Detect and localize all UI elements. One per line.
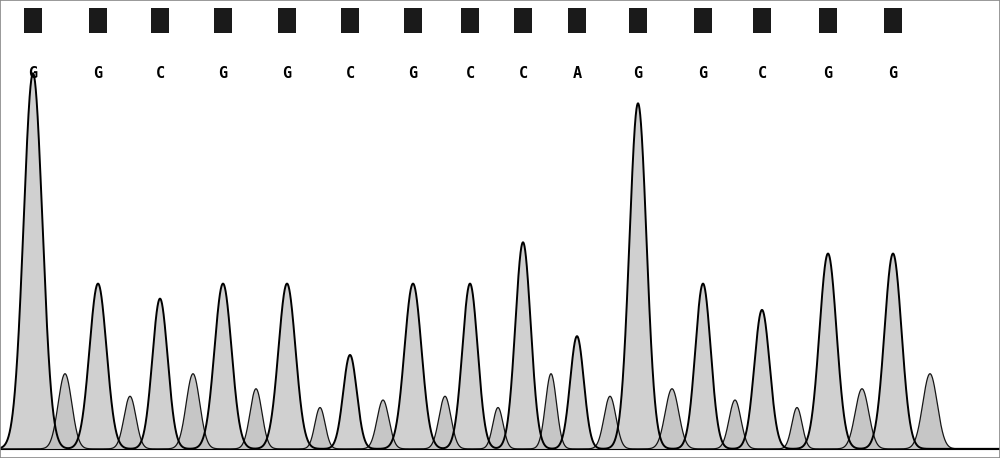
Text: G: G <box>888 66 898 82</box>
Bar <box>514 8 532 33</box>
Bar <box>753 8 771 33</box>
Text: G: G <box>93 66 103 82</box>
Bar <box>89 8 107 33</box>
Bar <box>568 8 586 33</box>
Bar <box>694 8 712 33</box>
Bar <box>341 8 359 33</box>
Bar <box>629 8 647 33</box>
Bar <box>461 8 479 33</box>
Bar <box>24 8 42 33</box>
Text: A: A <box>572 66 582 82</box>
Bar <box>151 8 169 33</box>
Text: C: C <box>465 66 475 82</box>
Text: G: G <box>823 66 833 82</box>
Bar <box>819 8 837 33</box>
Text: G: G <box>408 66 418 82</box>
Text: G: G <box>28 66 38 82</box>
Bar <box>214 8 232 33</box>
Text: C: C <box>345 66 355 82</box>
Bar <box>278 8 296 33</box>
Text: G: G <box>698 66 708 82</box>
Text: C: C <box>757 66 767 82</box>
Text: C: C <box>155 66 165 82</box>
Text: G: G <box>218 66 228 82</box>
Bar <box>884 8 902 33</box>
Bar <box>404 8 422 33</box>
Text: G: G <box>282 66 292 82</box>
Text: C: C <box>518 66 528 82</box>
Text: G: G <box>633 66 643 82</box>
